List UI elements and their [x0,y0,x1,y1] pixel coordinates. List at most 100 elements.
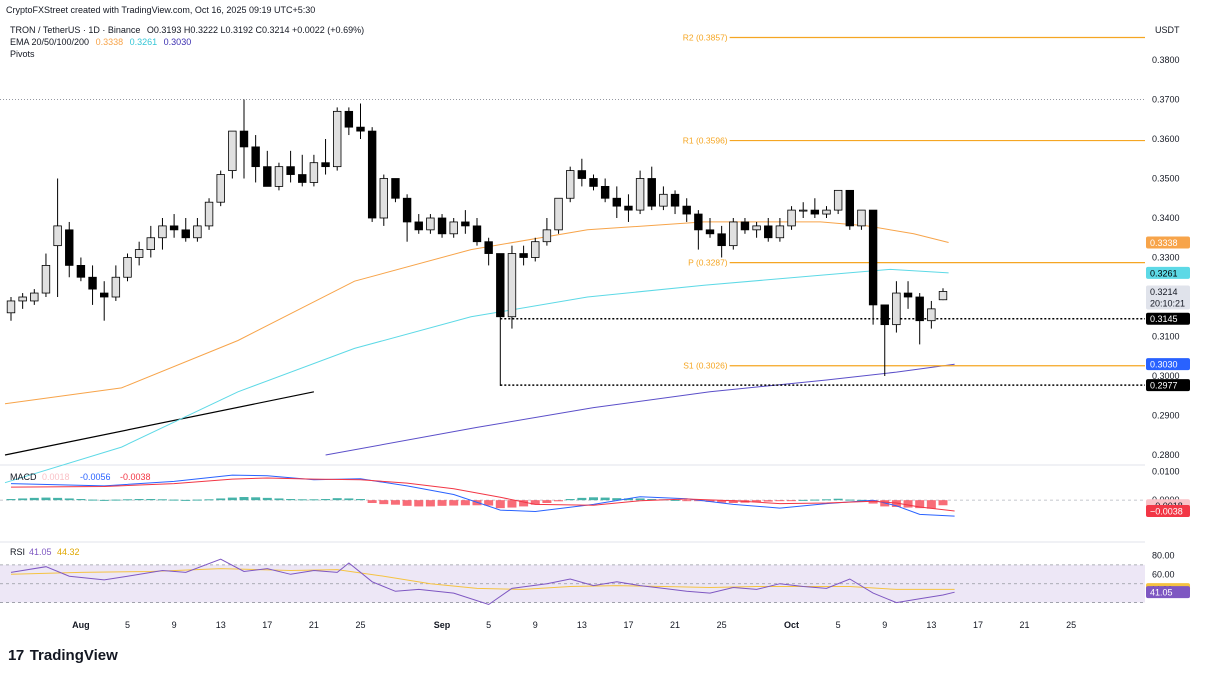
macd-hist-bar [379,500,389,505]
macd-hist-bar [717,500,727,503]
macd-hist-bar [600,497,610,501]
brand-name: TradingView [29,647,118,664]
ema100-value: 0.3261 [129,37,158,47]
candle-body [857,209,866,227]
x-tick-label: Sep [434,620,451,630]
macd-hist-bar [565,499,575,501]
candle-body [402,197,412,223]
macd-hist-bar [251,497,261,501]
pivots-legend[interactable]: Pivots [10,49,35,59]
x-tick-label: 9 [533,620,538,630]
rsi-tick-label: 80.00 [1152,550,1175,560]
candle-body [111,276,121,298]
symbol-label[interactable]: TRON / TetherUS · 1D · Binance [10,25,141,35]
candle-body [356,126,365,132]
candle-body [600,185,610,199]
tradingview-brand[interactable]: 17 TradingView [8,647,118,664]
credit-text: CryptoFXStreet created with TradingView.… [6,5,316,15]
candle-body [927,308,936,322]
x-tick-label: 17 [973,620,983,630]
macd-hist-bar [286,499,296,501]
candle-body [752,225,761,231]
macd-hist-bar [460,500,470,506]
ema-label: EMA 20/50/100/200 [10,37,90,47]
y-tick-label: 0.3700 [1152,95,1180,105]
macd-hist-bar [402,500,412,506]
candle-body [670,193,680,207]
candle-body [833,189,843,211]
macd-hist-bar [763,500,773,502]
macd-hist-bar [41,497,51,501]
candle-body [53,225,62,247]
macd-hist-value: 0.0018 [42,472,70,482]
candle-body [158,225,167,239]
ema50-line [4,221,949,405]
candle-body [775,225,785,239]
currency-label[interactable]: USDT [1155,25,1180,35]
candle-body [705,229,715,235]
support-tag-bg [1146,312,1190,325]
y-tick-label: 0.2900 [1152,411,1180,421]
macd-hist-bar [938,500,948,506]
price-tag-bg [1146,266,1190,279]
y-tick-label: 0.3600 [1152,134,1180,144]
candle-body [484,241,493,254]
x-tick-label: 5 [836,620,841,630]
candle-body [496,253,505,318]
candle-body [391,178,400,199]
candle-body [123,257,132,278]
macd-hist-bar [146,499,156,501]
ema-legend[interactable]: EMA 20/50/100/200 0.3338 0.3261 0.3030 [10,37,195,47]
candle-body [810,209,820,215]
macd-line [10,474,955,517]
price-tag-bg [1146,358,1190,371]
candle-body [472,225,482,243]
candle-body [694,213,703,231]
macd-hist-bar [181,499,191,501]
candle-body [799,209,808,212]
macd-hist-bar [810,499,820,501]
candle-body [659,193,668,207]
x-tick-label: 5 [125,620,130,630]
candle-body [845,189,854,227]
macd-hist-bar [99,499,109,501]
pivot-label: S1 (0.3026) [683,361,728,371]
ema100-line [4,268,949,484]
x-tick-label: Oct [784,620,799,630]
macd-hist-bar [321,499,331,501]
macd-hist-bar [495,500,505,509]
candle-body [309,162,319,183]
macd-hist-bar [239,497,249,501]
ema50-value: 0.3338 [95,37,124,47]
candle-body [531,241,540,258]
macd-hist-bar [204,499,214,501]
support-tag-bg [1146,379,1190,392]
candle-body [542,229,552,243]
candle-body [239,130,249,148]
macd-hist-bar [123,499,132,501]
macd-hist-bar [693,500,703,502]
macd-hist-bar [227,497,237,501]
candle-body [30,292,39,302]
macd-hist-bar [111,499,121,501]
candle-body [76,264,86,278]
x-tick-label: 17 [623,620,633,630]
candle-body [181,229,190,239]
macd-hist-bar [915,500,925,509]
macd-hist-bar [752,500,762,503]
macd-hist-bar [169,499,179,501]
candle-body [6,300,16,314]
candle-body [868,209,878,306]
macd-hist-bar [705,500,715,502]
candle-body [729,221,738,247]
x-tick-label: 21 [1020,620,1030,630]
macd-hist-bar [449,500,459,506]
candle-body [263,166,272,187]
candle-body [228,130,237,172]
candle-body [18,296,27,302]
macd-hist-bar [297,499,307,501]
macd-hist-bar [728,500,738,503]
rsi-tag: 41.05 [1150,588,1173,598]
x-tick-label: 13 [926,620,936,630]
